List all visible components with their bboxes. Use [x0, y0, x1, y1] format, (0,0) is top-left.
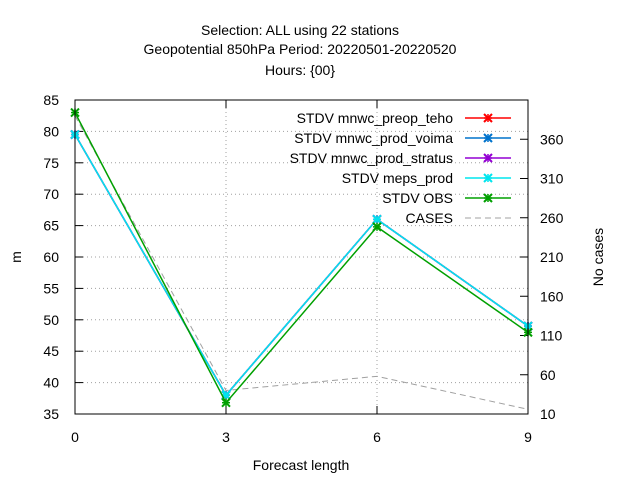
chart-title: Selection: ALL using 22 stations Geopote… [144, 22, 457, 78]
y-tick-label: 45 [43, 343, 59, 359]
grid [75, 100, 528, 414]
legend-marker-4 [483, 193, 493, 203]
x-tick-label: 6 [373, 429, 381, 445]
x-axis-label: Forecast length [253, 457, 350, 473]
legend-label-3: STDV meps_prod [342, 170, 453, 186]
y2-tick-label: 210 [540, 249, 564, 265]
y2-tick-label: 10 [540, 406, 556, 422]
x-tick-label: 3 [222, 429, 230, 445]
y-tick-label: 50 [43, 312, 59, 328]
y2-tick-label: 110 [540, 328, 563, 344]
series-line-3 [74, 134, 529, 397]
y2-tick-label: 260 [540, 210, 564, 226]
y2-axis-ticks: 10 60 110 160 210 260 310 360 [520, 131, 564, 422]
y2-tick-label: 160 [540, 288, 564, 304]
legend-label-4: STDV OBS [382, 190, 453, 206]
series-point-3-2 [372, 214, 382, 225]
y-axis-ticks: 35 40 45 50 55 60 65 70 75 80 85 [43, 92, 83, 422]
y-tick-label: 35 [43, 406, 59, 422]
y-tick-label: 65 [43, 218, 59, 234]
legend-label-2: STDV mnwc_prod_stratus [290, 150, 453, 166]
series-line-0 [74, 134, 529, 397]
series-point-4-1 [221, 397, 231, 408]
plot-frame [74, 99, 529, 415]
series-line-4 [74, 112, 529, 405]
series-line-5 [74, 115, 529, 410]
x-tick-label: 0 [71, 429, 79, 445]
y-tick-label: 80 [43, 123, 59, 139]
legend-marker-0 [483, 113, 493, 123]
series-group [70, 107, 533, 410]
y2-tick-label: 60 [540, 367, 556, 383]
y-tick-label: 85 [43, 92, 59, 108]
title-line-2: Geopotential 850hPa Period: 20220501-202… [144, 41, 457, 57]
title-line-1: Selection: ALL using 22 stations [201, 22, 399, 38]
y2-axis-label: No cases [590, 228, 606, 286]
y-axis-label: m [8, 251, 24, 263]
series-point-4-2 [372, 222, 382, 232]
title-line-3: Hours: {00} [265, 62, 335, 78]
y2-tick-label: 310 [540, 171, 564, 187]
y-tick-label: 60 [43, 249, 59, 265]
y-tick-label: 55 [43, 280, 59, 296]
legend-marker-2 [483, 153, 493, 163]
legend-marker-3 [483, 173, 493, 183]
y-tick-label: 70 [43, 186, 59, 202]
y2-tick-label: 360 [540, 131, 564, 147]
x-tick-label: 9 [524, 429, 532, 445]
legend-label-0: STDV mnwc_preop_teho [297, 110, 454, 126]
y-tick-label: 40 [43, 375, 59, 391]
series-line-2 [74, 134, 529, 397]
legend-label-5: CASES [406, 210, 453, 226]
legend: STDV mnwc_preop_teho STDV mnwc_prod_voima… [290, 110, 511, 226]
legend-label-1: STDV mnwc_prod_voima [294, 130, 453, 146]
series-line-1 [74, 134, 529, 397]
legend-marker-1 [483, 133, 493, 143]
y-tick-label: 75 [43, 155, 59, 171]
